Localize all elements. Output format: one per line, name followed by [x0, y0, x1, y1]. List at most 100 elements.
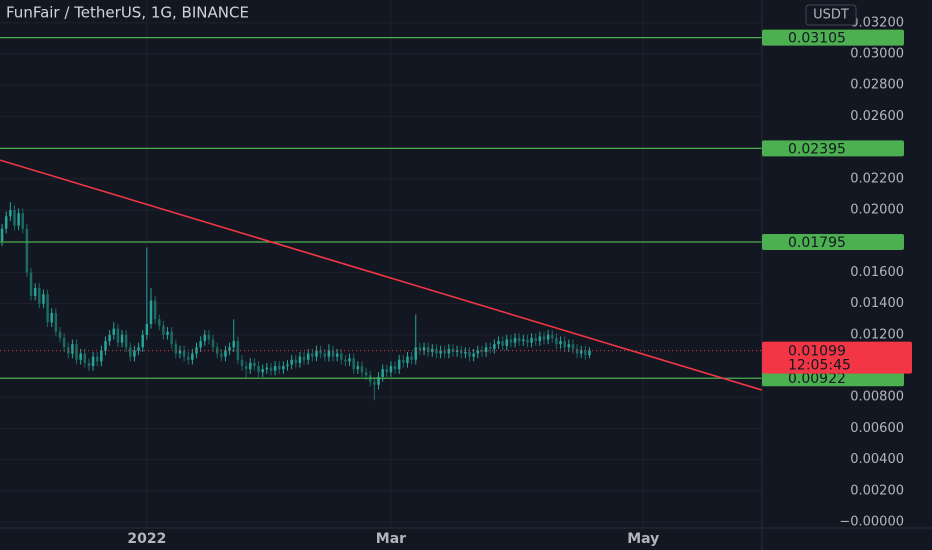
candle-body [530, 337, 533, 343]
candle-body [393, 366, 397, 370]
candle-body [534, 337, 537, 342]
candle-body [108, 334, 111, 342]
y-tick-label: 0.01400 [850, 296, 904, 311]
candle-body [476, 350, 480, 354]
candle-body [17, 213, 20, 226]
candle-body [501, 341, 504, 346]
candle-body [340, 353, 343, 360]
candle-body [439, 350, 442, 354]
candle-body [290, 359, 293, 365]
candle-body [286, 364, 289, 367]
candle-body [327, 350, 331, 357]
candle-body [83, 353, 87, 363]
candle-body [50, 312, 53, 323]
candle-body [104, 341, 107, 351]
candle-body [422, 347, 426, 351]
chart-title: FunFair / TetherUS, 1G, BINANCE [6, 4, 249, 22]
candle-body [464, 352, 467, 354]
candle-body [149, 300, 153, 324]
candle-body [211, 339, 215, 348]
candle-body [273, 366, 277, 371]
countdown-label: 12:05:45 [788, 358, 851, 374]
candle-body [579, 350, 583, 354]
candle-body [447, 348, 451, 354]
candle-body [240, 359, 244, 367]
candle-body [162, 325, 165, 335]
level-tag-label: 0.00922 [788, 371, 846, 387]
candle-body [58, 331, 62, 338]
candle-body [414, 347, 417, 360]
candle-body [360, 366, 364, 373]
y-tick-label: 0.03000 [850, 46, 904, 61]
candle-body [71, 344, 74, 354]
candle-body [364, 372, 368, 376]
candle-body [319, 350, 322, 354]
candle-body [224, 350, 227, 357]
candle-body [228, 347, 231, 351]
candle-body [331, 350, 335, 357]
candle-body [170, 331, 173, 345]
candle-body [249, 362, 252, 370]
candle-body [0, 228, 4, 242]
candle-body [397, 359, 401, 370]
candle-body [100, 350, 103, 362]
candle-body [546, 334, 550, 340]
x-tick-label: May [627, 531, 659, 547]
plot [0, 36, 763, 401]
candle-body [460, 350, 463, 354]
candle-body [311, 353, 314, 357]
candle-body [232, 341, 235, 348]
candle-body [302, 356, 306, 360]
candle-body [158, 319, 161, 326]
candle-body [166, 331, 169, 335]
candle-body [9, 210, 12, 217]
y-tick-label: 0.00400 [850, 452, 904, 467]
candle-body [526, 339, 529, 343]
trendline [0, 159, 763, 391]
candle-body [373, 381, 376, 385]
x-tick-label: 2022 [127, 531, 166, 547]
y-tick-label: 0.02600 [850, 109, 904, 124]
candle-body [178, 350, 182, 354]
y-tick-label: 0.00200 [850, 483, 904, 498]
candle-body [38, 288, 41, 304]
candle-body [344, 359, 347, 362]
y-tick-label: −0.00000 [839, 515, 904, 530]
candle-body [79, 353, 82, 360]
level-tag-label: 0.02395 [788, 141, 846, 157]
candle-body [306, 353, 310, 360]
candle-body [443, 350, 446, 354]
level-tag-label: 0.03105 [788, 31, 846, 47]
candle-body [62, 337, 66, 348]
candle-body [584, 350, 587, 356]
candle-body [87, 362, 91, 367]
candle-body [538, 336, 542, 342]
candle-body [497, 341, 500, 345]
candle-body [13, 210, 16, 226]
candle-body [269, 367, 273, 371]
last-price-tag [762, 341, 912, 374]
candle-body [133, 350, 136, 357]
candle-body [215, 347, 219, 354]
candle-body [294, 359, 298, 363]
y-tick-label: 0.00600 [850, 421, 904, 436]
candle-body [203, 334, 207, 342]
candle-body [315, 350, 318, 357]
candle-body [493, 344, 496, 349]
currency-box[interactable] [805, 4, 857, 26]
candle-body [563, 341, 566, 348]
candle-body [509, 339, 513, 343]
candle-body [265, 367, 269, 370]
candle-body [54, 312, 58, 332]
y-tick-label: 0.02000 [850, 203, 904, 218]
candle-body [191, 353, 194, 360]
candle-body [220, 353, 223, 357]
level-tag [762, 29, 904, 46]
candle-body [551, 334, 554, 338]
y-tick-label: 0.00800 [850, 390, 904, 405]
candle-body [505, 339, 508, 346]
candle-body [91, 356, 95, 367]
candle-body [323, 353, 326, 357]
